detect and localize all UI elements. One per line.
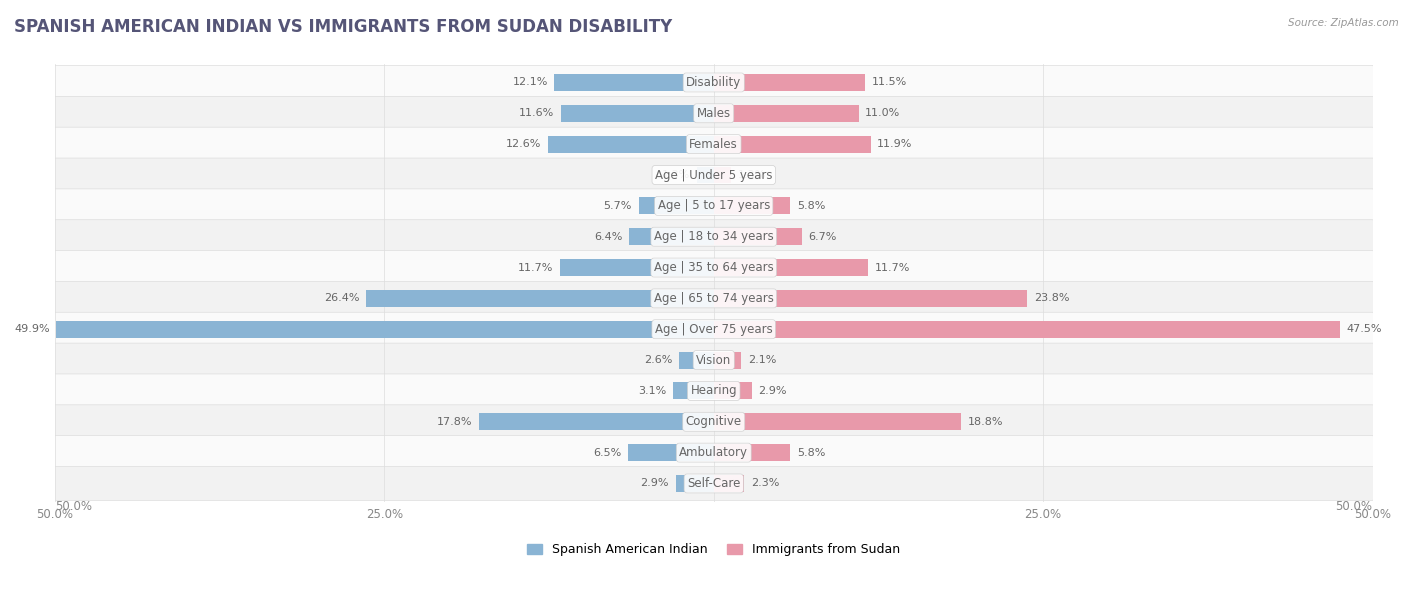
FancyBboxPatch shape (53, 189, 1374, 223)
Text: Source: ZipAtlas.com: Source: ZipAtlas.com (1288, 18, 1399, 28)
Bar (479, 413, 714, 430)
Bar (714, 197, 790, 214)
FancyBboxPatch shape (53, 436, 1374, 469)
FancyBboxPatch shape (53, 127, 1374, 161)
Text: 23.8%: 23.8% (1033, 293, 1070, 304)
Bar (366, 290, 714, 307)
FancyBboxPatch shape (53, 282, 1374, 315)
Text: 26.4%: 26.4% (323, 293, 360, 304)
Legend: Spanish American Indian, Immigrants from Sudan: Spanish American Indian, Immigrants from… (523, 539, 905, 561)
FancyBboxPatch shape (53, 343, 1374, 377)
Text: 6.7%: 6.7% (808, 232, 837, 242)
Text: 18.8%: 18.8% (967, 417, 1004, 427)
Text: Age | 18 to 34 years: Age | 18 to 34 years (654, 230, 773, 243)
Text: Age | 65 to 74 years: Age | 65 to 74 years (654, 292, 773, 305)
Text: 6.5%: 6.5% (593, 447, 621, 458)
FancyBboxPatch shape (53, 220, 1374, 253)
Text: 11.5%: 11.5% (872, 78, 907, 88)
Bar (56, 321, 714, 338)
Bar (714, 321, 1340, 338)
Text: 5.7%: 5.7% (603, 201, 633, 211)
Bar (714, 351, 741, 368)
Text: Hearing: Hearing (690, 384, 737, 397)
Bar (714, 413, 962, 430)
Bar (560, 259, 714, 276)
Text: Disability: Disability (686, 76, 741, 89)
Bar (675, 475, 714, 492)
Text: 1.3%: 1.3% (738, 170, 766, 180)
Bar (696, 166, 714, 184)
Text: 11.7%: 11.7% (517, 263, 553, 272)
Text: 50.0%: 50.0% (55, 501, 91, 513)
FancyBboxPatch shape (53, 65, 1374, 99)
Bar (714, 228, 801, 245)
FancyBboxPatch shape (53, 250, 1374, 285)
Bar (628, 444, 714, 461)
Bar (554, 74, 714, 91)
Text: 2.6%: 2.6% (644, 355, 673, 365)
Text: 5.8%: 5.8% (797, 447, 825, 458)
Text: Ambulatory: Ambulatory (679, 446, 748, 459)
Text: 6.4%: 6.4% (595, 232, 623, 242)
Text: Age | 5 to 17 years: Age | 5 to 17 years (658, 200, 770, 212)
Text: 12.6%: 12.6% (506, 139, 541, 149)
Text: 2.3%: 2.3% (751, 479, 779, 488)
Text: 11.9%: 11.9% (877, 139, 912, 149)
FancyBboxPatch shape (53, 96, 1374, 130)
Text: 11.0%: 11.0% (865, 108, 900, 118)
Text: Self-Care: Self-Care (688, 477, 741, 490)
Text: 11.7%: 11.7% (875, 263, 910, 272)
Bar (673, 382, 714, 400)
FancyBboxPatch shape (53, 466, 1374, 501)
Text: Age | Under 5 years: Age | Under 5 years (655, 168, 772, 182)
Text: 5.8%: 5.8% (797, 201, 825, 211)
FancyBboxPatch shape (53, 405, 1374, 439)
FancyBboxPatch shape (53, 374, 1374, 408)
Bar (714, 166, 731, 184)
Text: 50.0%: 50.0% (1336, 501, 1372, 513)
Text: 17.8%: 17.8% (437, 417, 472, 427)
Text: 2.1%: 2.1% (748, 355, 776, 365)
Text: 47.5%: 47.5% (1346, 324, 1382, 334)
Text: Age | 35 to 64 years: Age | 35 to 64 years (654, 261, 773, 274)
Text: 3.1%: 3.1% (638, 386, 666, 396)
Bar (714, 74, 865, 91)
Text: Females: Females (689, 138, 738, 151)
FancyBboxPatch shape (53, 312, 1374, 346)
Bar (714, 290, 1028, 307)
Bar (714, 136, 870, 152)
Text: 11.6%: 11.6% (519, 108, 554, 118)
FancyBboxPatch shape (53, 158, 1374, 192)
Text: Age | Over 75 years: Age | Over 75 years (655, 323, 773, 336)
Bar (714, 105, 859, 122)
Text: 49.9%: 49.9% (14, 324, 49, 334)
Bar (714, 382, 752, 400)
Text: Cognitive: Cognitive (686, 416, 742, 428)
Bar (630, 228, 714, 245)
Text: Vision: Vision (696, 354, 731, 367)
Bar (714, 475, 744, 492)
Text: 2.9%: 2.9% (759, 386, 787, 396)
Text: Males: Males (697, 107, 731, 120)
Text: 2.9%: 2.9% (641, 479, 669, 488)
Text: 1.3%: 1.3% (662, 170, 690, 180)
Bar (638, 197, 714, 214)
Bar (714, 444, 790, 461)
Bar (714, 259, 868, 276)
Bar (561, 105, 714, 122)
Bar (679, 351, 714, 368)
Text: SPANISH AMERICAN INDIAN VS IMMIGRANTS FROM SUDAN DISABILITY: SPANISH AMERICAN INDIAN VS IMMIGRANTS FR… (14, 18, 672, 36)
Text: 12.1%: 12.1% (512, 78, 548, 88)
Bar (548, 136, 714, 152)
